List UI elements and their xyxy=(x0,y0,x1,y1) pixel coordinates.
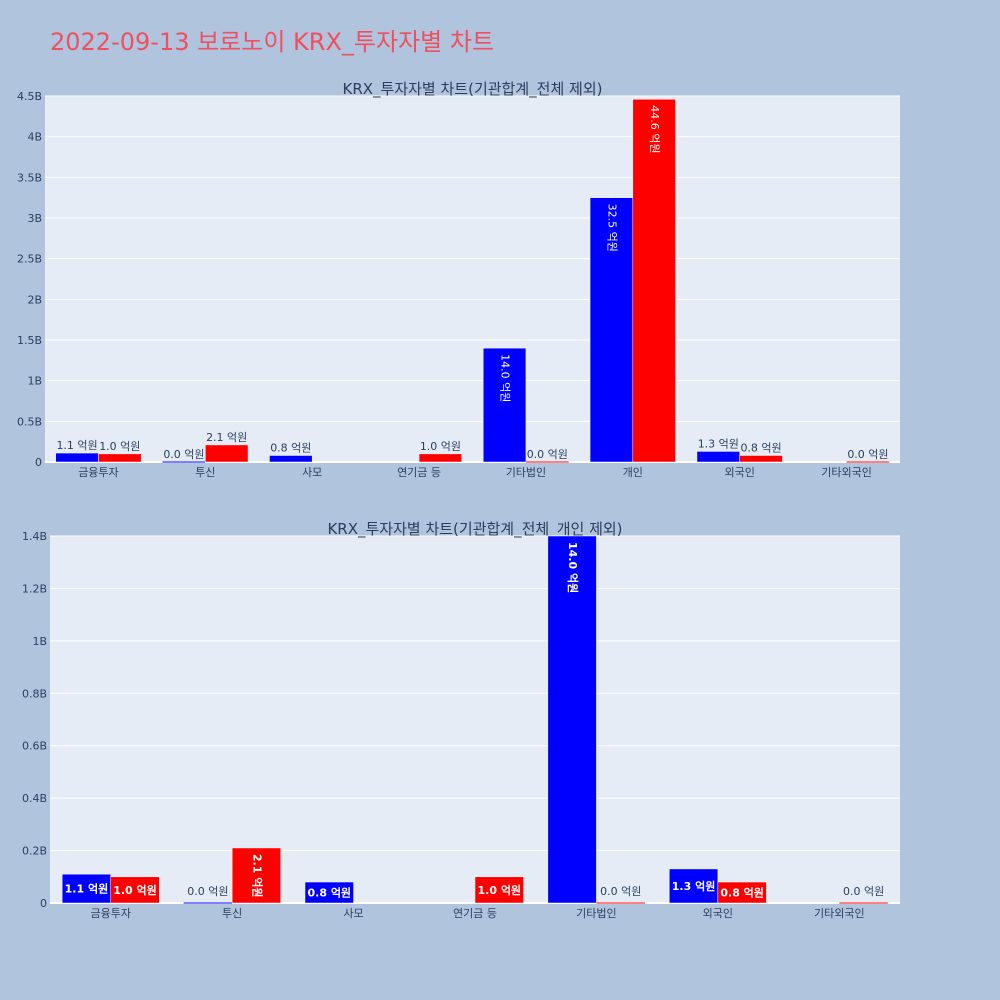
bar-label: 0.0 억원 xyxy=(843,885,884,898)
bar-label: 14.0 억원 xyxy=(499,354,512,402)
x-tick-label: 외국인 xyxy=(703,907,733,920)
bar xyxy=(632,99,676,463)
bar xyxy=(739,455,783,463)
y-tick-label: 0 xyxy=(40,897,47,910)
bar-label: 1.0 억원 xyxy=(113,883,157,897)
y-tick-label: 3.5B xyxy=(17,171,42,184)
x-tick-label: 사모 xyxy=(302,466,322,479)
y-tick-label: 2B xyxy=(27,293,42,306)
bar-label: 0.8 억원 xyxy=(270,441,311,454)
y-tick-label: 4.5B xyxy=(17,90,42,103)
bar-label: 1.0 억원 xyxy=(420,440,461,453)
bar-label: 1.0 억원 xyxy=(99,440,140,453)
bar xyxy=(269,455,313,463)
bar-label: 1.3 억원 xyxy=(672,879,716,893)
bar-label: 1.1 억원 xyxy=(56,439,97,452)
chart-title: KRX_투자자별 차트(기관합계_전체 제외) xyxy=(343,80,603,99)
x-tick-label: 기타외국인 xyxy=(814,907,865,920)
bar-label: 0.0 억원 xyxy=(527,448,568,461)
x-tick-label: 투신 xyxy=(195,466,215,479)
bar-label: 0.0 억원 xyxy=(847,448,888,461)
y-tick-label: 0.8B xyxy=(22,687,47,700)
y-tick-label: 1.5B xyxy=(17,334,42,347)
chart-2: 0 0.2B 0.4B 0.6B 0.8B 1B 1.2B 1.4B KRX_투자자별 차트(기… xyxy=(22,520,900,920)
bar xyxy=(231,847,281,904)
x-tick-label: 기타법인 xyxy=(576,907,616,920)
bar-label: 0.0 억원 xyxy=(163,448,204,461)
bar xyxy=(547,535,597,904)
bar-label: 44.6 억원 xyxy=(648,105,661,153)
x-tick-label: 금융투자 xyxy=(78,466,118,479)
x-tick-label: 개인 xyxy=(623,466,643,479)
bar xyxy=(418,453,463,463)
bar xyxy=(110,876,160,904)
bar-label: 32.5 억원 xyxy=(605,204,618,252)
x-tick-label: 투신 xyxy=(222,907,242,920)
bar-label: 0.8 억원 xyxy=(720,886,764,900)
y-tick-label: 0.4B xyxy=(22,792,47,805)
plot-area xyxy=(45,96,900,462)
chart-title: KRX_투자자별 차트(기관합계_전체_개인 제외) xyxy=(327,520,622,539)
y-tick-label: 1B xyxy=(32,635,47,648)
bar xyxy=(304,881,354,904)
x-tick-label: 사모 xyxy=(343,907,363,920)
x-tick-label: 연기금 등 xyxy=(397,466,441,479)
x-tick-label: 기타법인 xyxy=(506,466,546,479)
y-tick-label: 0.5B xyxy=(17,415,42,428)
bar xyxy=(98,453,142,463)
bar-label: 0.0 억원 xyxy=(600,885,641,898)
bar-label: 2.1 억원 xyxy=(250,854,264,898)
plot-area xyxy=(50,536,900,903)
bar-label: 2.1 억원 xyxy=(206,431,247,444)
bar xyxy=(205,444,249,463)
bar-label: 0.0 억원 xyxy=(187,885,228,898)
bar-label: 14.0 억원 xyxy=(566,542,580,593)
y-tick-label: 1.2B xyxy=(22,582,47,595)
bar-label: 0.8 억원 xyxy=(740,441,781,454)
y-tick-label: 0.2B xyxy=(22,845,47,858)
y-tick-label: 3B xyxy=(27,212,42,225)
y-tick-label: 1.4B xyxy=(22,530,47,543)
bar xyxy=(482,347,527,463)
bar xyxy=(717,881,767,904)
bar xyxy=(696,451,740,463)
y-tick-label: 4B xyxy=(27,131,42,144)
y-tick-label: 1B xyxy=(27,375,42,388)
bar-label: 0.8 억원 xyxy=(308,886,352,900)
x-tick-label: 연기금 등 xyxy=(453,907,497,920)
bar-label: 1.0 억원 xyxy=(478,883,522,897)
bar xyxy=(669,868,719,904)
bar xyxy=(55,452,99,463)
bar xyxy=(474,876,524,904)
y-tick-label: 0 xyxy=(35,456,42,469)
x-tick-label: 금융투자 xyxy=(90,907,130,920)
y-tick-label: 0.6B xyxy=(22,740,47,753)
page-title: 2022-09-13 보로노이 KRX_투자자별 차트 xyxy=(50,28,495,56)
chart-1: 0 0.5B 1B 1.5B 2B 2.5B 3B 3.5B 4B 4.5B KRX_투자자별 차트… xyxy=(17,80,900,479)
bar-label: 1.3 억원 xyxy=(698,437,739,450)
bar-label: 1.1 억원 xyxy=(65,882,109,896)
x-tick-label: 기타외국인 xyxy=(821,466,872,479)
x-tick-label: 외국인 xyxy=(725,466,755,479)
y-tick-label: 2.5B xyxy=(17,253,42,266)
